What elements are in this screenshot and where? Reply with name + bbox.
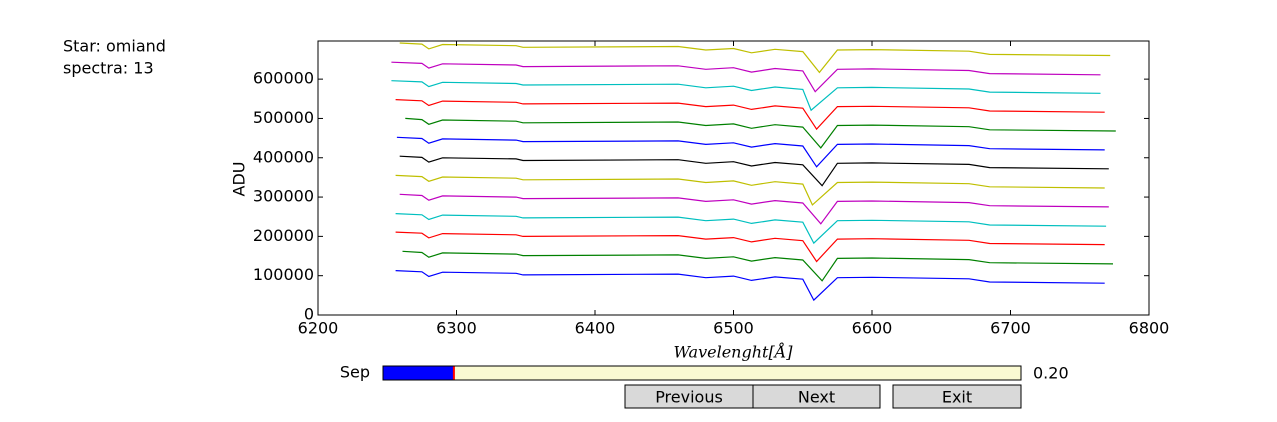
y-tick-label: 300000 (253, 187, 314, 206)
y-tick-label: 600000 (253, 69, 314, 88)
spectrum-line (395, 270, 1105, 302)
x-tick-label: 6500 (713, 319, 754, 338)
star-label: Star: omiand (63, 37, 166, 56)
spectrum-line (391, 80, 1101, 112)
x-tick-label: 6700 (990, 319, 1031, 338)
x-tick-label: 6800 (1129, 319, 1170, 338)
button-label[interactable]: Next (798, 388, 835, 407)
y-tick-label: 200000 (253, 226, 314, 245)
spectra-label: spectra: 13 (63, 59, 154, 78)
slider-track[interactable] (382, 365, 1022, 381)
y-tick-label: 0 (304, 305, 314, 324)
x-tick-label: 6300 (436, 319, 477, 338)
spectrum-line (396, 136, 1105, 168)
slider-value: 0.20 (1033, 364, 1069, 383)
slider-fill (383, 366, 454, 380)
slider-border (382, 365, 1022, 381)
x-axis-label: Wavelenght[Å] (673, 342, 793, 362)
button-label[interactable]: Previous (655, 388, 723, 407)
spectrum-line (391, 61, 1101, 93)
x-tick-label: 6200 (298, 319, 339, 338)
spectrum-line (405, 117, 1116, 149)
spectrum-line (395, 213, 1107, 245)
x-tick-label: 6400 (575, 319, 616, 338)
y-tick-label: 500000 (253, 108, 314, 127)
spectrum-line (395, 231, 1105, 263)
button[interactable] (892, 384, 1022, 409)
spectrum-line (402, 250, 1114, 282)
spectrum-line (399, 42, 1111, 74)
x-tick-label: 6600 (852, 319, 893, 338)
spectrum-line (395, 99, 1105, 131)
y-tick-label: 100000 (253, 265, 314, 284)
y-tick-label: 400000 (253, 147, 314, 166)
spectrum-line (399, 155, 1109, 187)
spectrum-line (399, 193, 1109, 225)
slider-label: Sep (340, 363, 370, 382)
y-axis-label: ADU (230, 162, 249, 197)
button-label[interactable]: Exit (942, 388, 972, 407)
button[interactable] (752, 384, 881, 409)
spectrum-line (395, 174, 1105, 206)
